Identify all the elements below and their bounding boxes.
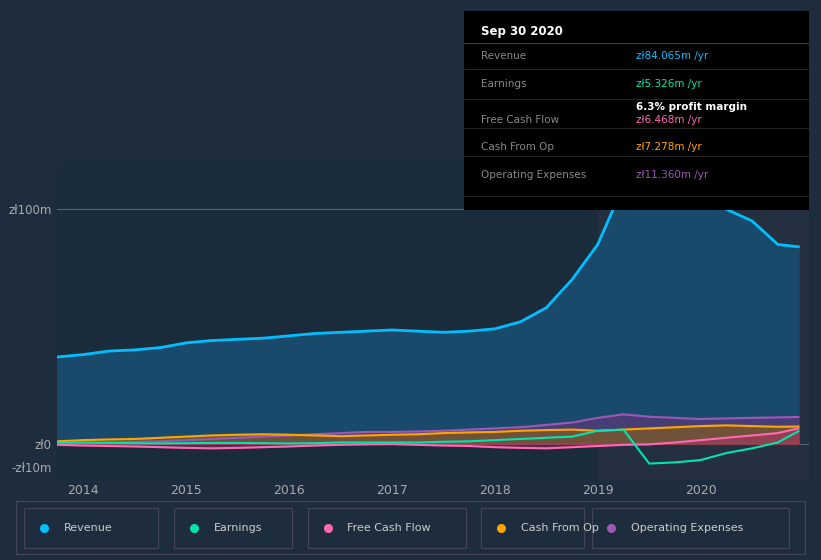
- Text: Cash From Op: Cash From Op: [521, 523, 599, 533]
- Text: 6.3% profit margin: 6.3% profit margin: [636, 102, 747, 111]
- Text: zł6.468m /yr: zł6.468m /yr: [636, 115, 702, 124]
- Text: zł84.065m /yr: zł84.065m /yr: [636, 51, 709, 61]
- Text: Operating Expenses: Operating Expenses: [481, 170, 586, 180]
- Bar: [598, 162, 809, 479]
- Text: Earnings: Earnings: [481, 79, 526, 89]
- Text: Revenue: Revenue: [64, 523, 112, 533]
- Text: Free Cash Flow: Free Cash Flow: [481, 115, 559, 124]
- Text: Revenue: Revenue: [481, 51, 526, 61]
- Text: Free Cash Flow: Free Cash Flow: [347, 523, 431, 533]
- Text: Earnings: Earnings: [213, 523, 262, 533]
- Text: Sep 30 2020: Sep 30 2020: [481, 25, 563, 38]
- Text: zł5.326m /yr: zł5.326m /yr: [636, 79, 702, 89]
- Text: Cash From Op: Cash From Op: [481, 142, 554, 152]
- Text: zł11.360m /yr: zł11.360m /yr: [636, 170, 709, 180]
- Text: Operating Expenses: Operating Expenses: [631, 523, 744, 533]
- Text: zł7.278m /yr: zł7.278m /yr: [636, 142, 702, 152]
